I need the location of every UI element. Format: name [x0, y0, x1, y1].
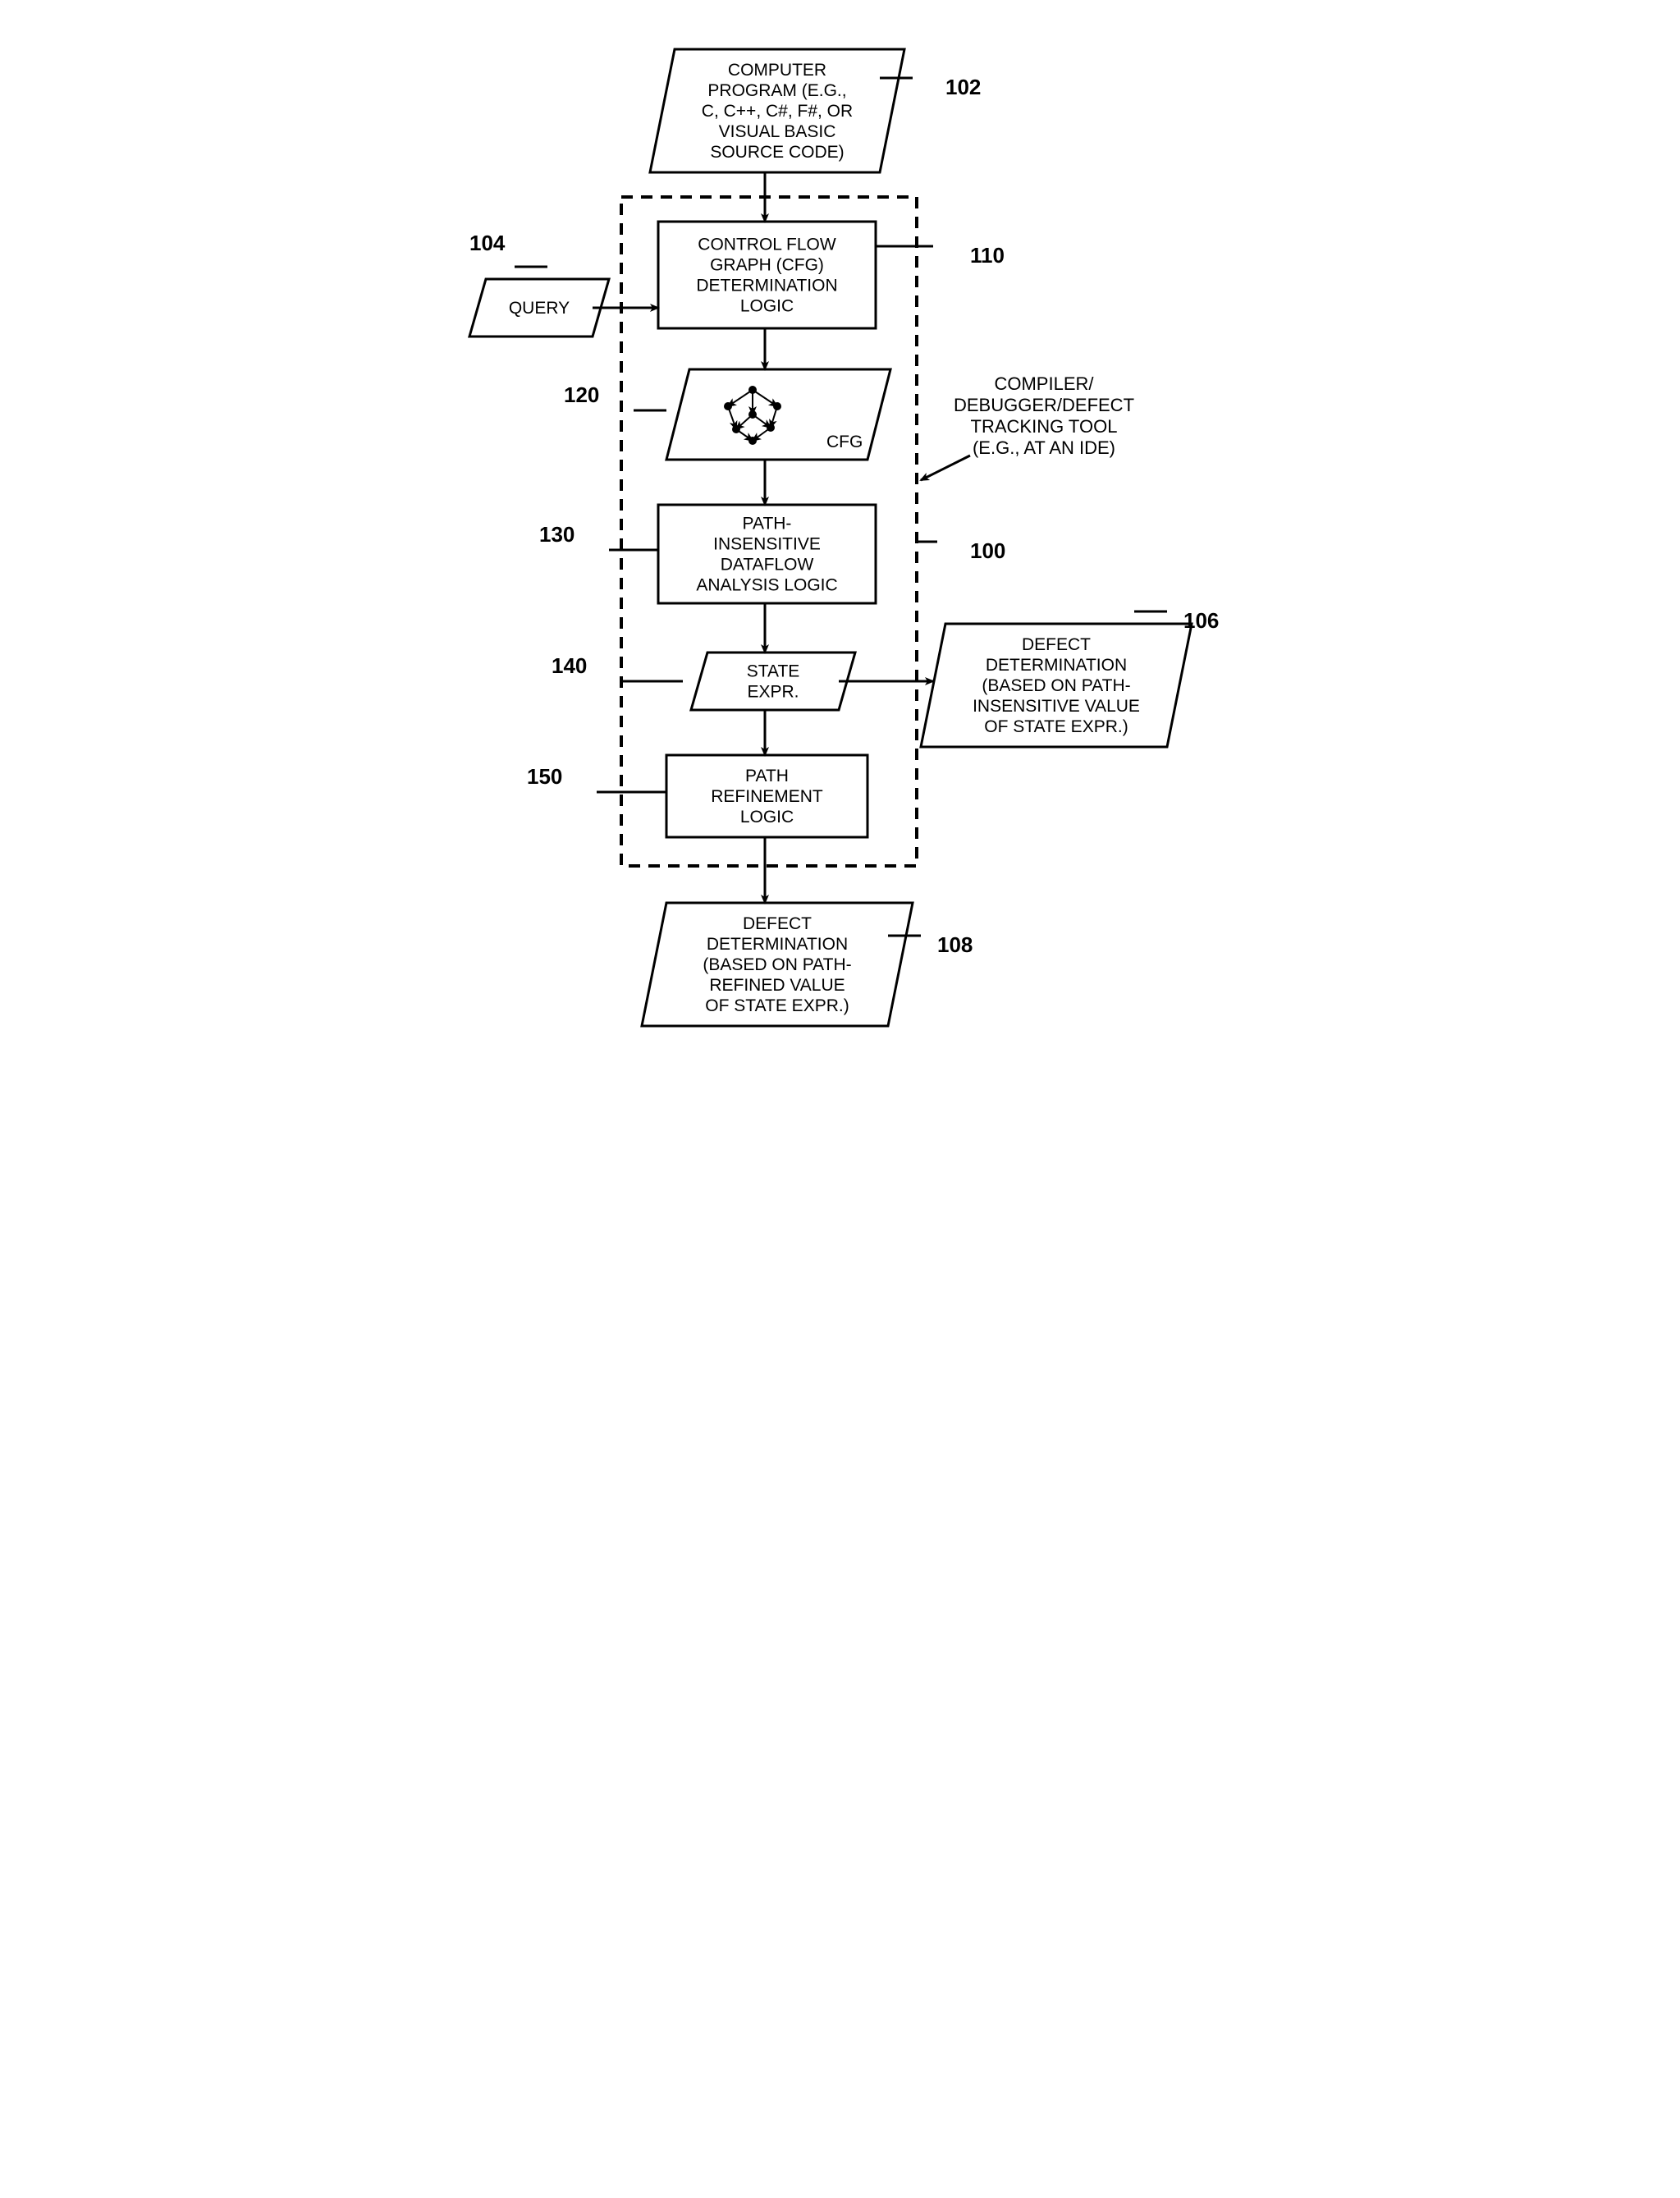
n106-text: (BASED ON PATH- — [982, 676, 1130, 695]
container-annotation: COMPILER/ — [994, 373, 1094, 394]
n130-label: 130 — [539, 522, 574, 547]
n102-text: VISUAL BASIC — [718, 122, 835, 141]
n130-text: INSENSITIVE — [713, 535, 821, 554]
container-annotation: (E.G., AT AN IDE) — [972, 437, 1115, 458]
n106-label: 106 — [1183, 608, 1219, 633]
container-annotation: DEBUGGER/DEFECT — [953, 395, 1133, 415]
n102-text: C, C++, C#, F#, OR — [701, 102, 852, 121]
n110-text: CONTROL FLOW — [698, 236, 836, 254]
n110-text: GRAPH (CFG) — [710, 256, 824, 275]
n102-text: PROGRAM (E.G., — [707, 81, 846, 100]
n108-text: DETERMINATION — [706, 935, 847, 954]
n110-label: 110 — [970, 243, 1005, 268]
n110-text: DETERMINATION — [696, 277, 837, 295]
n120-label: 120 — [564, 382, 599, 407]
n106-text: INSENSITIVE VALUE — [973, 697, 1140, 716]
n102-text: SOURCE CODE) — [710, 143, 844, 162]
n140-text: STATE — [746, 662, 799, 681]
n102-label: 102 — [945, 75, 981, 99]
flowchart-diagram: 100 COMPILER/DEBUGGER/DEFECTTRACKING TOOL… — [420, 16, 1261, 1116]
n108-text: OF STATE EXPR.) — [705, 996, 849, 1015]
n106-text: DETERMINATION — [985, 656, 1126, 675]
n108-text: REFINED VALUE — [709, 976, 845, 995]
cfg-label: CFG — [826, 433, 863, 451]
n110-text: LOGIC — [739, 297, 793, 316]
label-100: 100 — [970, 538, 1005, 563]
n140-box — [691, 653, 855, 710]
n106-text: OF STATE EXPR.) — [984, 717, 1128, 736]
container-annotation: TRACKING TOOL — [970, 416, 1117, 437]
n108-text: (BASED ON PATH- — [703, 955, 851, 974]
n150-label: 150 — [527, 764, 562, 789]
n108-label: 108 — [937, 932, 973, 957]
n108-text: DEFECT — [743, 914, 812, 933]
n140-text: EXPR. — [747, 683, 799, 702]
n104-text: QUERY — [508, 299, 569, 318]
n150-text: LOGIC — [739, 808, 793, 827]
n150-text: REFINEMENT — [711, 787, 823, 806]
n104-label: 104 — [469, 231, 506, 255]
n150-text: PATH — [745, 767, 789, 785]
n130-text: ANALYSIS LOGIC — [696, 576, 837, 595]
n106-text: DEFECT — [1022, 635, 1091, 654]
n102-text: COMPUTER — [727, 61, 826, 80]
n130-text: PATH- — [742, 515, 791, 533]
n130-text: DATAFLOW — [720, 556, 813, 575]
n140-label: 140 — [552, 653, 587, 678]
